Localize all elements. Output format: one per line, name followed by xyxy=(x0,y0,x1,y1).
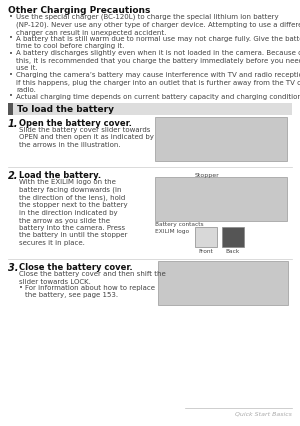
Text: Charging the camera’s battery may cause interference with TV and radio reception: Charging the camera’s battery may cause … xyxy=(16,72,300,93)
Text: Actual charging time depends on current battery capacity and charging conditions: Actual charging time depends on current … xyxy=(16,93,300,100)
Text: A battery that is still warm due to normal use may not charge fully. Give the ba: A battery that is still warm due to norm… xyxy=(16,35,300,49)
Text: To load the battery: To load the battery xyxy=(17,104,114,113)
Text: With the EXILIM logo on the
battery facing downwards (in
the direction of the le: With the EXILIM logo on the battery faci… xyxy=(19,179,128,246)
Bar xyxy=(155,177,287,221)
Text: A battery discharges slightly even when it is not loaded in the camera. Because : A battery discharges slightly even when … xyxy=(16,51,300,72)
Text: •: • xyxy=(9,93,13,100)
Text: EXILIM logo: EXILIM logo xyxy=(155,229,189,234)
Bar xyxy=(13,103,292,115)
Bar xyxy=(155,117,287,161)
Text: Close the battery cover and then shift the
slider towards LOCK.: Close the battery cover and then shift t… xyxy=(19,271,166,285)
Text: Battery contacts: Battery contacts xyxy=(155,222,204,227)
Text: •: • xyxy=(19,285,23,291)
Bar xyxy=(222,227,244,247)
Bar xyxy=(158,261,288,305)
Text: Load the battery.: Load the battery. xyxy=(19,171,101,180)
Bar xyxy=(195,227,217,247)
Text: Front: Front xyxy=(199,249,213,254)
Text: 3.: 3. xyxy=(8,263,19,273)
Text: Open the battery cover.: Open the battery cover. xyxy=(19,119,132,128)
Text: 2.: 2. xyxy=(8,171,19,181)
Text: •: • xyxy=(9,35,13,41)
Text: •: • xyxy=(9,51,13,57)
Text: •: • xyxy=(9,14,13,20)
Text: Use the special charger (BC-120L) to charge the special lithium ion battery
(NP-: Use the special charger (BC-120L) to cha… xyxy=(16,14,300,36)
Bar xyxy=(8,103,13,115)
Text: For information about how to replace
the battery, see page 153.: For information about how to replace the… xyxy=(25,285,155,299)
Text: Quick Start Basics: Quick Start Basics xyxy=(235,412,292,417)
Text: •: • xyxy=(9,72,13,78)
Text: Stopper: Stopper xyxy=(195,173,220,178)
Text: Slide the battery cover slider towards
OPEN and then open it as indicated by
the: Slide the battery cover slider towards O… xyxy=(19,127,154,148)
Text: Other Charging Precautions: Other Charging Precautions xyxy=(8,6,150,15)
Text: 1.: 1. xyxy=(8,119,19,129)
Text: Close the battery cover.: Close the battery cover. xyxy=(19,263,133,272)
Text: Back: Back xyxy=(226,249,240,254)
